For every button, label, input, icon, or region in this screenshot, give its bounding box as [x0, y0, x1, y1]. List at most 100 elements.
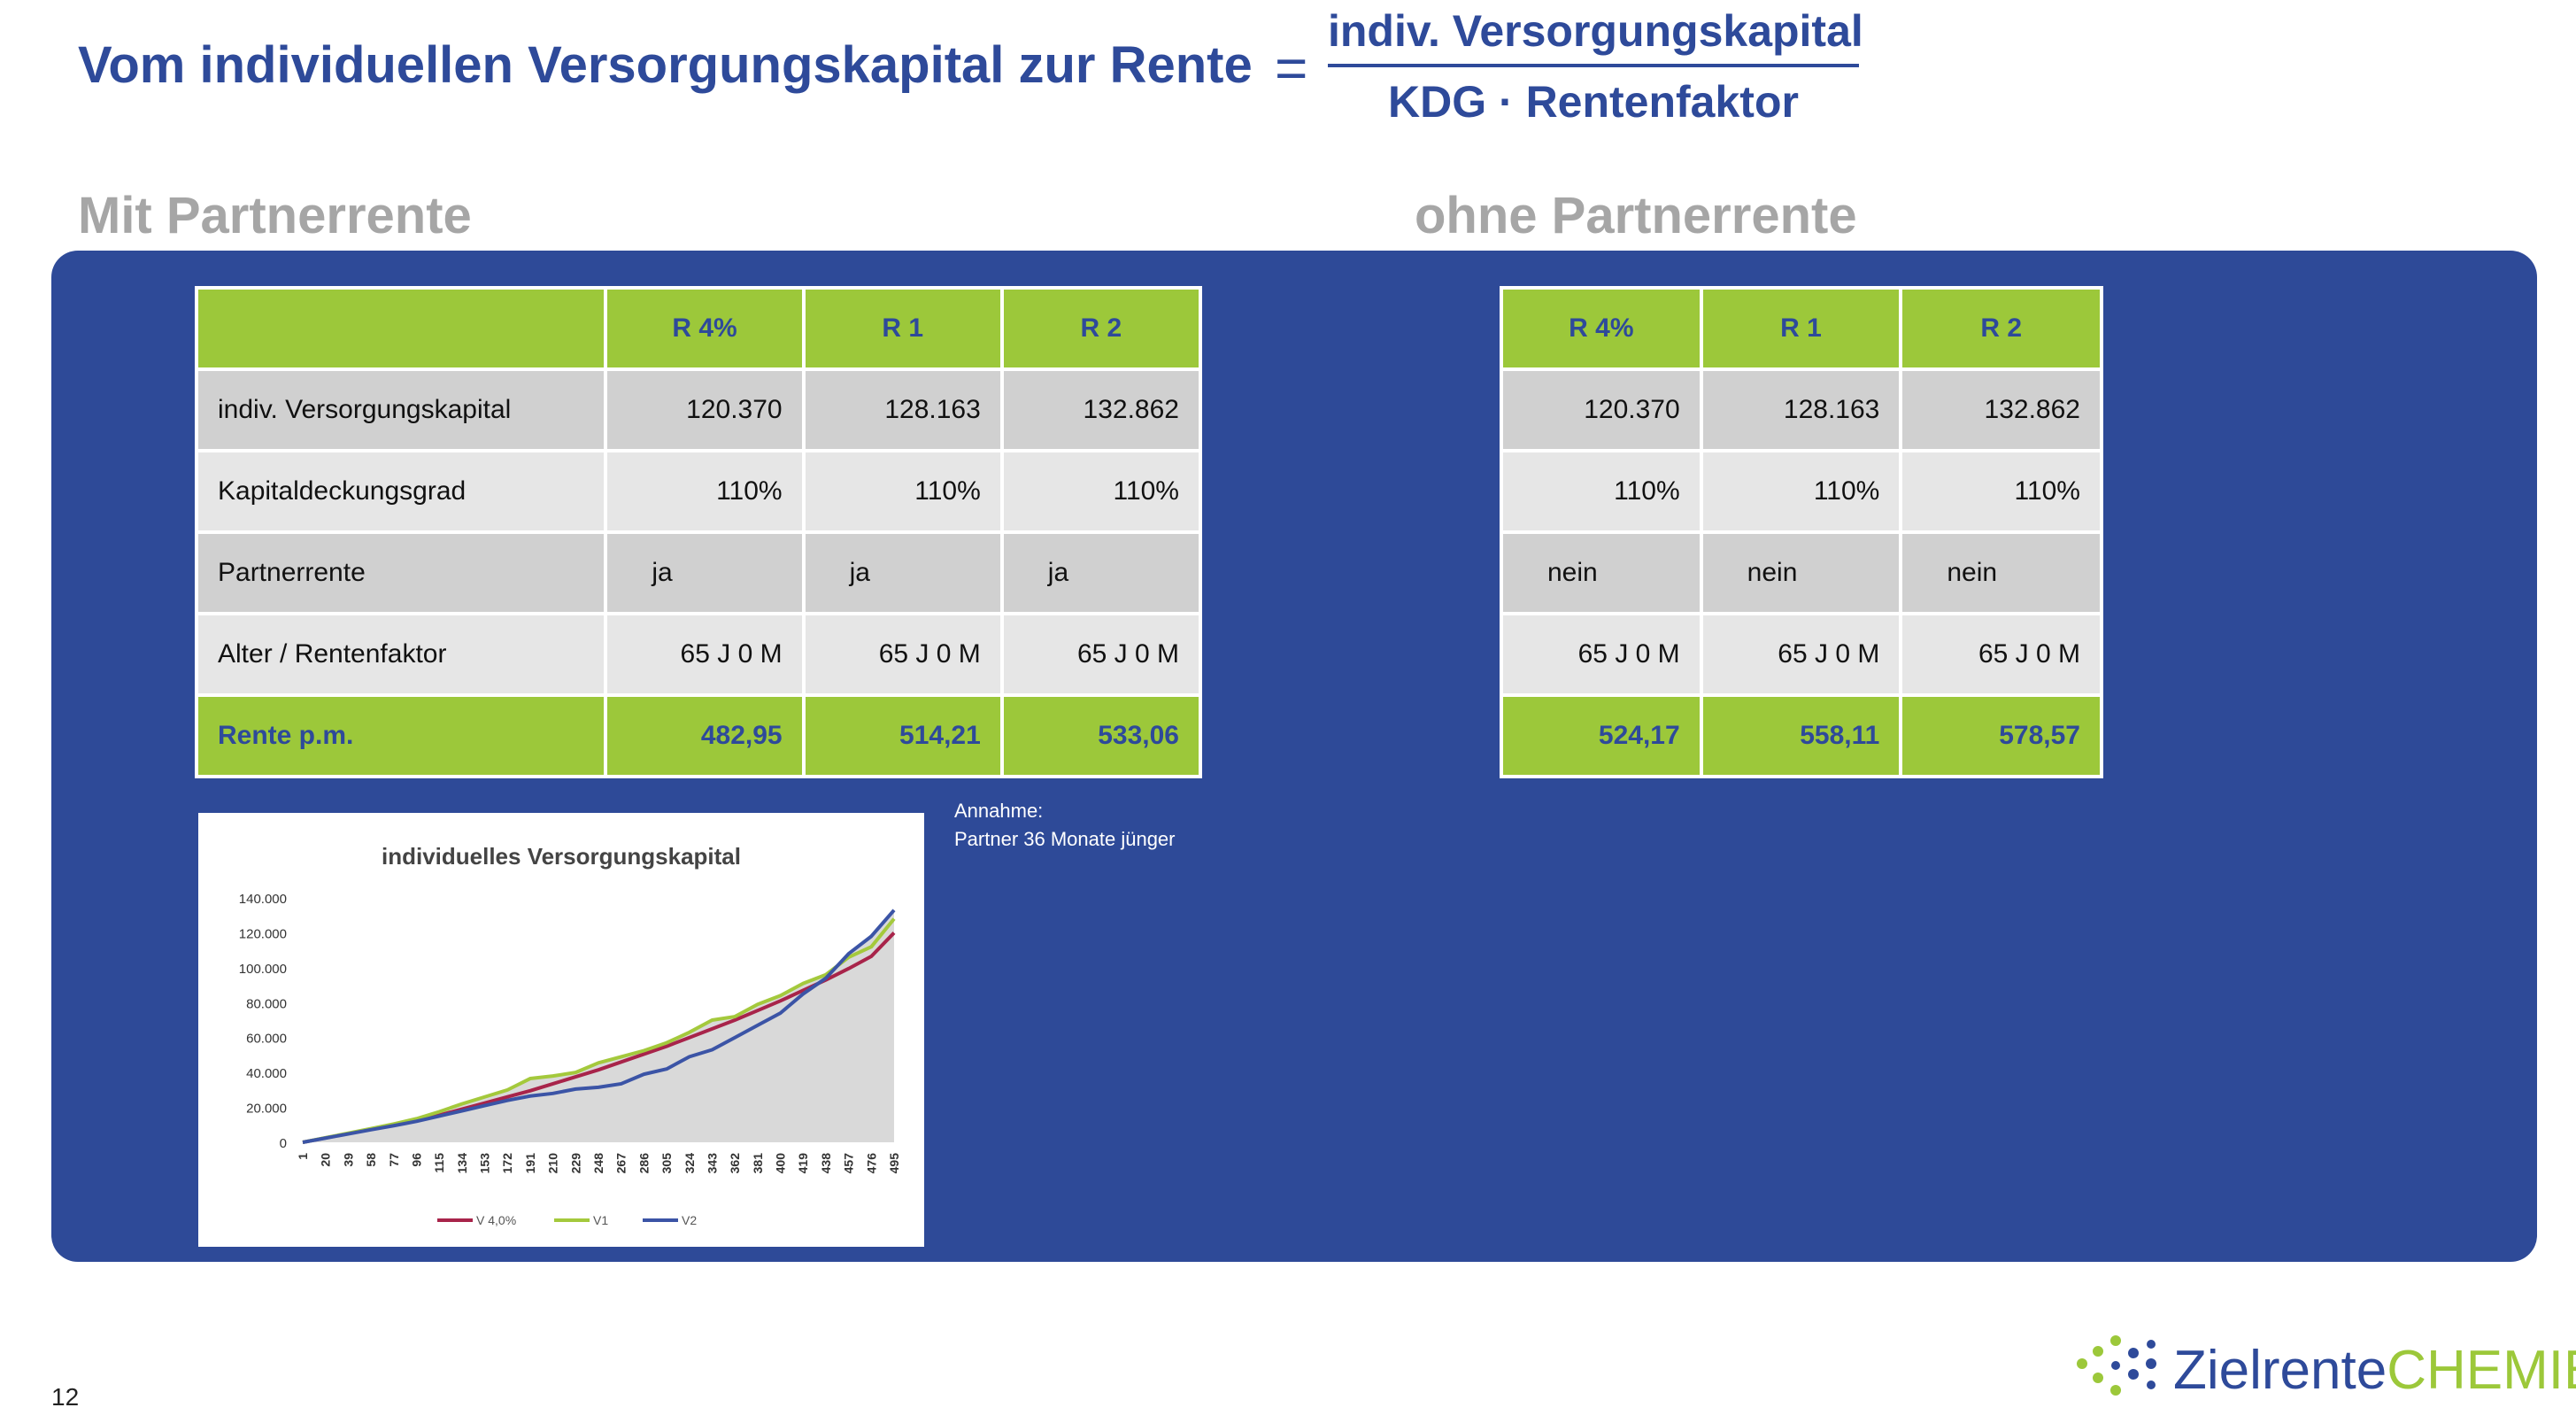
x-tick-label: 362 [728, 1153, 742, 1174]
series-line [302, 917, 896, 1144]
table-header-row: R 4% R 1 R 2 [1500, 286, 2103, 371]
y-tick-label: 120.000 [239, 926, 287, 941]
table-row: 65 J 0 M 65 J 0 M 65 J 0 M [1500, 612, 2103, 697]
table-cell: nein [1899, 530, 2103, 615]
table-cell: 110% [1699, 449, 1903, 534]
table-total-row: 524,17 558,11 578,57 [1500, 693, 2103, 778]
table-cell: 120.370 [1500, 367, 1703, 452]
pension-table-with-partner: R 4% R 1 R 2 indiv. Versorgungskapital 1… [194, 286, 1203, 778]
table-cell: 482,95 [604, 693, 806, 778]
x-tick-label: 419 [796, 1153, 810, 1174]
x-tick-label: 343 [705, 1153, 719, 1174]
table-cell: 120.370 [604, 367, 806, 452]
formula-denominator: KDG · Rentenfaktor [1388, 77, 1799, 127]
x-tick-label: 305 [659, 1153, 674, 1174]
table-cell: 110% [1500, 449, 1703, 534]
table-cell: 65 J 0 M [604, 612, 806, 697]
table-cell: 65 J 0 M [1699, 612, 1903, 697]
table-header-cell: R 2 [1899, 286, 2103, 371]
table-row: nein nein nein [1500, 530, 2103, 615]
x-tick-label: 248 [591, 1153, 605, 1174]
equals-sign: = [1275, 36, 1308, 100]
page-title: Vom individuellen Versorgungskapital zur… [78, 36, 1253, 94]
table-cell: 110% [604, 449, 806, 534]
table-header-cell: R 1 [801, 286, 1004, 371]
chart-area-fill [303, 909, 894, 1142]
y-tick-label: 20.000 [246, 1102, 287, 1117]
x-tick-label: 134 [455, 1153, 469, 1174]
table-cell: 128.163 [801, 367, 1004, 452]
x-tick-label: 115 [432, 1153, 446, 1173]
row-label: Partnerrente [194, 530, 608, 615]
table-row: Kapitaldeckungsgrad 110% 110% 110% [194, 449, 1203, 534]
legend-label: V2 [682, 1213, 697, 1227]
table-cell: 524,17 [1500, 693, 1703, 778]
section-heading-without-partner: ohne Partnerrente [1415, 187, 1857, 244]
x-tick-label: 153 [478, 1153, 492, 1174]
table-cell: 132.862 [1899, 367, 2103, 452]
table-row: indiv. Versorgungskapital 120.370 128.16… [194, 367, 1203, 452]
table-header-cell: R 2 [999, 286, 1203, 371]
formula-fraction: indiv. Versorgungskapital KDG · Rentenfa… [1328, 5, 1863, 128]
row-label: indiv. Versorgungskapital [194, 367, 608, 452]
y-tick-label: 140.000 [239, 892, 287, 907]
table-cell: 128.163 [1699, 367, 1903, 452]
table-header-cell: R 4% [1500, 286, 1703, 371]
x-tick-label: 286 [636, 1153, 651, 1174]
wordmark-part2: CHEMIE [2387, 1340, 2576, 1401]
x-tick-label: 324 [683, 1153, 697, 1174]
row-label: Alter / Rentenfaktor [194, 612, 608, 697]
table-cell: ja [801, 530, 1004, 615]
x-tick-label: 39 [341, 1153, 355, 1167]
table-cell: nein [1500, 530, 1703, 615]
table-cell: 110% [801, 449, 1004, 534]
x-tick-label: 229 [568, 1153, 582, 1174]
y-tick-label: 40.000 [246, 1066, 287, 1081]
table-cell: 65 J 0 M [801, 612, 1004, 697]
y-tick-label: 80.000 [246, 996, 287, 1011]
table-cell: 110% [1899, 449, 2103, 534]
table-cell: ja [999, 530, 1203, 615]
formula-numerator: indiv. Versorgungskapital [1328, 5, 1863, 67]
y-tick-label: 60.000 [246, 1032, 287, 1047]
table-cell: 110% [999, 449, 1203, 534]
table-cell: 514,21 [801, 693, 1004, 778]
table-cell: 65 J 0 M [1899, 612, 2103, 697]
table-cell: 578,57 [1899, 693, 2103, 778]
x-tick-label: 210 [546, 1153, 560, 1174]
section-heading-with-partner: Mit Partnerrente [78, 187, 472, 244]
zielrente-logo-icon [2077, 1335, 2156, 1396]
x-tick-label: 267 [614, 1153, 629, 1174]
pension-table-without-partner: R 4% R 1 R 2 120.370 128.163 132.862 110… [1500, 286, 2103, 778]
table-cell: 132.862 [999, 367, 1203, 452]
table-cell: 65 J 0 M [1500, 612, 1703, 697]
table-header-cell: R 4% [604, 286, 806, 371]
table-header-cell [194, 286, 608, 371]
table-row: Partnerrente ja ja ja [194, 530, 1203, 615]
legend-label: V 4,0% [476, 1213, 516, 1227]
table-cell: 65 J 0 M [999, 612, 1203, 697]
x-tick-label: 476 [864, 1153, 878, 1174]
x-tick-label: 58 [364, 1153, 378, 1167]
x-tick-label: 457 [842, 1153, 856, 1174]
table-header-row: R 4% R 1 R 2 [194, 286, 1203, 371]
table-total-row: Rente p.m. 482,95 514,21 533,06 [194, 693, 1203, 778]
chart-title: individuelles Versorgungskapital [382, 843, 741, 870]
table-cell: nein [1699, 530, 1903, 615]
x-tick-label: 77 [387, 1153, 401, 1167]
zielrente-wordmark: ZielrenteCHEMIE [2173, 1339, 2576, 1402]
x-tick-label: 172 [500, 1153, 514, 1174]
row-label: Kapitaldeckungsgrad [194, 449, 608, 534]
chart-container: individuelles Versorgungskapital 140.000… [198, 813, 924, 1247]
x-tick-label: 438 [819, 1153, 833, 1174]
table-cell: ja [604, 530, 806, 615]
x-tick-label: 1 [296, 1153, 310, 1160]
series-line [302, 909, 896, 1144]
capital-line-chart: individuelles Versorgungskapital 140.000… [239, 843, 901, 1227]
table-row: 110% 110% 110% [1500, 449, 2103, 534]
page-number: 12 [51, 1383, 80, 1411]
x-tick-label: 96 [409, 1153, 423, 1167]
note-heading: Annahme: [954, 800, 1044, 822]
table-header-cell: R 1 [1699, 286, 1903, 371]
table-cell: 558,11 [1699, 693, 1903, 778]
